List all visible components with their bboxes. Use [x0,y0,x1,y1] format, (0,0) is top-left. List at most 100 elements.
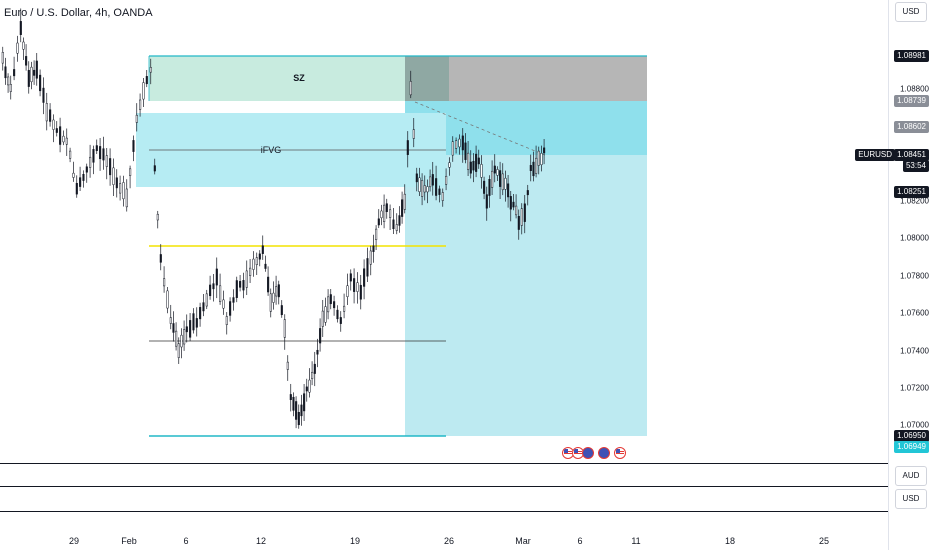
candle-body [321,310,324,327]
candle-body [366,258,369,277]
candle-body [156,213,159,221]
candle-body [139,99,142,110]
eu-flag-icon[interactable] [582,447,594,459]
candle-body [403,193,406,210]
stop-price-tag: 1.08251 [894,186,929,198]
candle-body [398,215,401,226]
time-tick: 26 [443,536,455,546]
candle-body [269,293,272,312]
price-tick: 1.07200 [900,383,929,393]
candle-body [526,190,529,196]
pane-currency-aud[interactable]: AUD [895,466,927,486]
candle-body [222,299,225,309]
candle-body [122,182,125,200]
pane-currency-usd[interactable]: USD [895,489,927,509]
candle-body [163,278,166,287]
candle-body [272,292,275,303]
candle-body [289,394,292,400]
candle-body [327,296,330,313]
candle-body [303,393,306,412]
candle-body [183,329,186,345]
us-flag-icon[interactable] [614,447,626,459]
candle-body [286,361,289,370]
sz-label: SZ [293,73,305,83]
candle-body [353,278,356,292]
trend-line [414,101,546,156]
target-zone [405,155,647,436]
candle-body [485,194,488,209]
candle-body [49,109,52,122]
price-tick: 1.08000 [900,233,929,243]
time-tick: 18 [724,536,736,546]
candle-body [401,199,404,217]
pane-divider[interactable] [0,486,888,487]
candle-body [283,319,286,338]
candle-body [35,60,38,79]
ifvg-label: iFVG [260,145,282,155]
candle-body [523,203,526,222]
candle-body [520,208,523,226]
stop-zone-overlap [405,56,449,101]
candle-body [501,173,504,191]
candle-body [255,257,258,265]
candle-body [491,170,494,188]
candle-body [295,401,298,420]
price-tick: 1.07000 [900,420,929,430]
candle-body [52,119,55,130]
candle-body [383,204,386,222]
candle-body [258,253,261,260]
low-price-tag-cyan: 1.06949 [894,441,929,453]
time-tick: Mar [515,536,531,546]
candle-body [105,155,108,167]
current-price-tag: 1.08451 [894,149,929,161]
price-tag-top: 1.08981 [894,50,929,62]
us-flag-icon[interactable] [572,447,584,459]
candle-body [229,301,232,316]
candle-body [467,152,470,170]
price-tick: 1.07400 [900,346,929,356]
eu-flag-icon[interactable] [598,447,610,459]
candle-body [13,69,16,77]
candle-body [30,66,33,83]
pane-divider[interactable] [0,511,888,512]
time-tick: 11 [631,536,641,546]
candle-body [406,140,409,155]
candle-body [112,167,115,185]
candle-body [225,316,228,325]
price-axis[interactable]: USD 1.08800 1.08200 1.08000 1.07800 1.07… [855,0,932,550]
candle-body [305,386,308,392]
candle-body [242,280,245,291]
candle-body [324,306,327,323]
candle-body [499,170,502,187]
candle-body [343,305,346,312]
chart-title: Euro / U.S. Dollar, 4h, OANDA [4,7,153,19]
time-tick: 6 [577,536,583,546]
candle-body [431,174,434,186]
candle-body [55,128,58,133]
candle-body [245,270,248,288]
candle-body [89,156,92,168]
candle-body [109,158,112,176]
candle-body [333,301,336,309]
pane-divider[interactable] [0,463,888,464]
candle-body [356,282,359,292]
candle-body [16,42,19,54]
candle-body [75,182,78,195]
candle-body [264,263,267,269]
candle-body [389,209,392,218]
candle-body [205,293,208,307]
currency-button[interactable]: USD [895,2,927,22]
price-chart[interactable] [0,0,888,550]
candle-body [195,318,198,328]
candle-body [532,161,535,177]
candle-body [369,250,372,265]
countdown-tag: 53:54 [902,160,929,172]
candle-body [215,268,218,286]
candle-body [313,363,316,374]
candle-body [349,273,352,282]
candle-body [267,276,270,293]
candle-body [1,52,4,64]
candle-body [540,152,543,166]
symbol-tag: EURUSD [855,149,895,161]
candle-body [280,305,283,316]
